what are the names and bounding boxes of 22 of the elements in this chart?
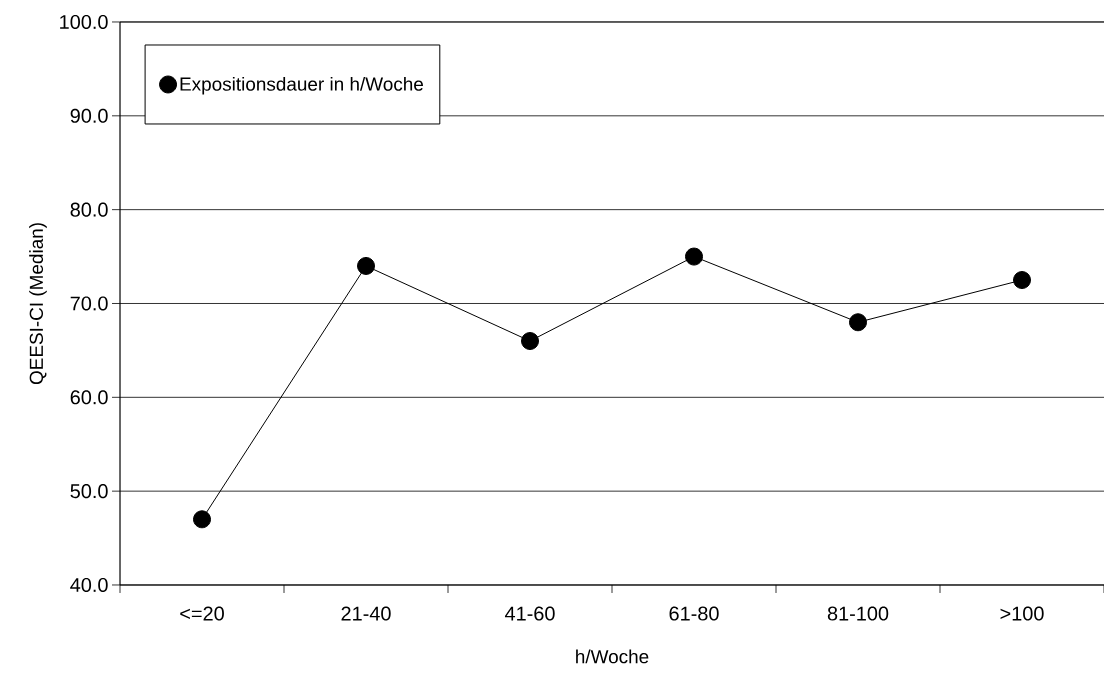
y-tick-label: 90.0: [70, 108, 108, 123]
y-tick-label: 100.0: [60, 14, 108, 30]
y-tick-label: 40.0: [70, 577, 108, 593]
y-tick-label: 50.0: [70, 484, 108, 499]
y-tick-label: 80.0: [70, 202, 108, 217]
point: [1013, 271, 1031, 289]
x-tick-label: 81-100: [827, 606, 889, 621]
x-axis-title: h/Woche: [576, 649, 649, 664]
point: [521, 332, 539, 350]
x-tick-label: <=20: [180, 606, 224, 621]
point: [849, 313, 867, 332]
x-tick-label: 21-40: [341, 606, 391, 621]
legend-label: Expositionsdauer in h/Woche: [180, 76, 423, 95]
point: [357, 256, 375, 275]
x-tick-label: 41-60: [504, 606, 555, 621]
x-tick-label: 61-80: [669, 606, 719, 621]
y-tick-label: 70.0: [70, 296, 108, 311]
y-tick-label: 60.0: [70, 390, 108, 405]
point: [685, 247, 703, 266]
point: [193, 510, 211, 529]
y-axis-title: QEESI-CI (Median): [29, 223, 47, 385]
x-tick-label: >100: [1000, 606, 1044, 621]
